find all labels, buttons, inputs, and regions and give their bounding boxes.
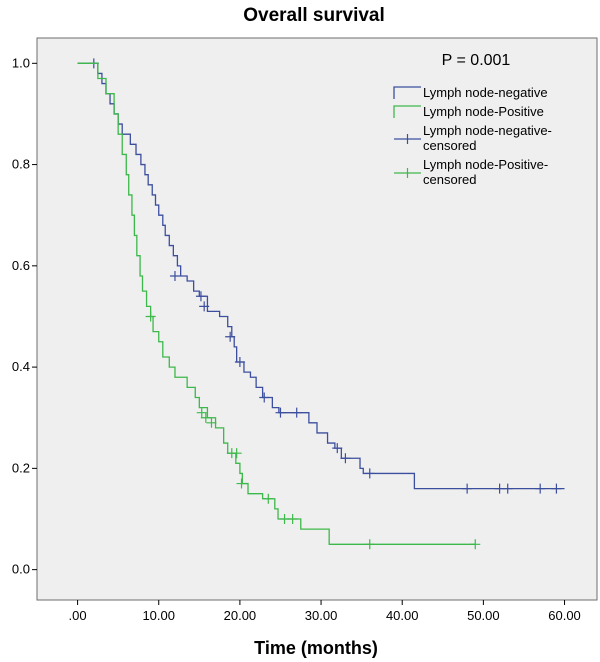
censor-mark	[551, 483, 562, 494]
censor-mark	[259, 392, 270, 403]
censor-mark	[275, 407, 286, 418]
legend: Lymph node-negative Lymph node-Positive Ly…	[393, 85, 552, 187]
x-tick-label: .00	[69, 608, 87, 623]
legend-label: Lymph node-Positive	[423, 104, 544, 119]
plot-area	[36, 37, 598, 601]
series-layer	[77, 58, 565, 550]
censor-mark	[199, 301, 210, 312]
censor-mark	[340, 453, 351, 464]
x-tick-label: 20.00	[224, 608, 257, 623]
chart-title: Overall survival	[243, 5, 385, 26]
y-tick-label: 0.8	[12, 157, 30, 172]
censor-mark	[263, 493, 274, 504]
x-tick-label: 60.00	[548, 608, 581, 623]
y-tick-label: 0.6	[12, 258, 30, 273]
y-tick-label: 0.4	[12, 359, 30, 374]
x-tick-label: 10.00	[142, 608, 175, 623]
legend-step-symbol	[393, 86, 421, 99]
y-tick-label: 0.0	[12, 562, 30, 577]
p-value-annotation: P = 0.001	[442, 52, 511, 69]
censor-mark	[206, 417, 217, 428]
y-axis: 0.0 0.2 0.4 0.6 0.8 1.0	[12, 55, 37, 577]
censor-mark	[502, 483, 513, 494]
censor-mark	[535, 483, 546, 494]
censor-mark	[291, 407, 302, 418]
censor-mark	[364, 539, 375, 550]
censor-mark	[332, 443, 343, 454]
censor-mark	[231, 448, 242, 459]
survival-curve-negative	[77, 62, 565, 490]
legend-label: Lymph node-negative-censored	[423, 123, 552, 153]
x-axis-title: Time (months)	[254, 638, 378, 658]
censor-mark	[200, 412, 211, 423]
censor-mark	[195, 291, 206, 302]
legend-label: Lymph node-Positive-censored	[423, 157, 548, 187]
censor-mark	[236, 478, 247, 489]
x-axis: .00 10.00 20.00 30.00 40.00 50.00 60.00	[69, 600, 581, 623]
censor-mark	[196, 407, 207, 418]
x-tick-label: 30.00	[305, 608, 338, 623]
x-tick-label: 50.00	[467, 608, 500, 623]
censor-mark	[470, 539, 481, 550]
censor-mark	[364, 468, 375, 479]
legend-step-symbol	[393, 105, 421, 118]
censor-mark	[169, 270, 180, 281]
survival-curve-positive	[77, 62, 476, 545]
y-tick-label: 0.2	[12, 460, 30, 475]
censor-mark	[287, 513, 298, 524]
x-tick-label: 40.00	[386, 608, 419, 623]
y-tick-label: 1.0	[12, 55, 30, 70]
censor-mark	[225, 331, 236, 342]
censor-mark	[145, 311, 156, 322]
censor-mark	[462, 483, 473, 494]
censor-mark	[234, 357, 245, 368]
legend-label: Lymph node-negative	[423, 85, 548, 100]
